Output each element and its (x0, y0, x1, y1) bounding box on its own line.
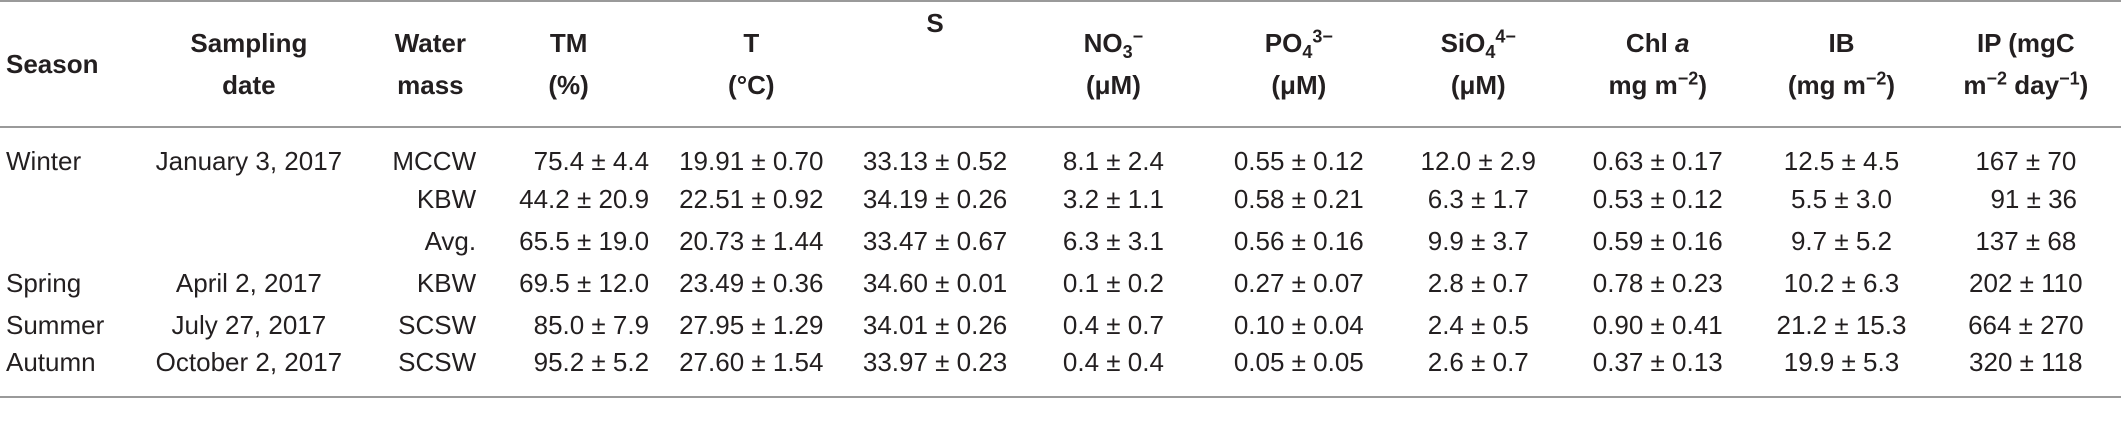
cell-chl: 0.63 ± 0.17 (1592, 146, 1723, 176)
header-season: Season (0, 0, 120, 128)
cell-chl: 0.37 ± 0.13 (1563, 346, 1753, 398)
cell-tm: 85.0 ± 7.9 (533, 309, 650, 340)
cell-season (0, 178, 119, 220)
cell-tm: 69.5 ± 12.0 (519, 267, 650, 298)
table-row: Avg. 65.5 ± 19.0 20.73 ± 1.44 33.47 ± 0.… (0, 220, 2121, 262)
cell-ib: 19.9 ± 5.3 (1752, 346, 1931, 398)
cell-ip: 91 ± 36 (1990, 183, 2077, 214)
header-salinity: S (847, 0, 1023, 128)
cell-t: 20.73 ± 1.44 (679, 225, 824, 256)
cell-chl: 0.78 ± 0.23 (1592, 267, 1723, 298)
table-row: Summer July 27, 2017 SCSW 85.0 ± 7.9 27.… (0, 304, 2121, 346)
cell-ip: 137 ± 68 (1975, 225, 2077, 256)
cell-date: October 2, 2017 (119, 346, 379, 398)
cell-s: 33.97 ± 0.23 (847, 346, 1023, 398)
cell-po4: 0.58 ± 0.21 (1233, 183, 1364, 214)
header-water-mass: Water mass (378, 0, 483, 128)
cell-s: 33.47 ± 0.67 (862, 225, 1008, 256)
cell-date (119, 220, 378, 262)
data-table: Season Sampling date Water mass TM (%) T (°C… (0, 0, 2121, 398)
table-header: Season Sampling date Water mass TM (%) T (°C… (0, 0, 2121, 128)
cell-s: 33.13 ± 0.52 (862, 146, 1008, 176)
cell-date: January 3, 2017 (155, 146, 343, 176)
cell-sio4: 2.8 ± 0.7 (1427, 267, 1529, 298)
cell-sio4: 9.9 ± 3.7 (1427, 225, 1529, 256)
header-tm: TM (%) (482, 0, 656, 128)
cell-ip: 320 ± 118 (1930, 346, 2121, 398)
cell-tm: 65.5 ± 19.0 (519, 225, 650, 256)
cell-ip: 202 ± 110 (1969, 267, 2083, 298)
table-row: Winter January 3, 2017 MCCW 75.4 ± 4.4 1… (0, 127, 2121, 178)
cell-ip: 167 ± 70 (1975, 146, 2077, 176)
cell-po4: 0.05 ± 0.05 (1204, 346, 1394, 398)
cell-sio4: 2.4 ± 0.5 (1427, 309, 1529, 340)
cell-season (0, 220, 119, 262)
cell-water-mass: MCCW (392, 146, 477, 176)
cell-sio4: 2.6 ± 0.7 (1393, 346, 1564, 398)
cell-t: 22.51 ± 0.92 (679, 183, 824, 214)
cell-season: Winter (6, 146, 82, 176)
cell-po4: 0.27 ± 0.07 (1233, 267, 1364, 298)
cell-chl: 0.90 ± 0.41 (1592, 309, 1723, 340)
cell-sio4: 12.0 ± 2.9 (1420, 146, 1536, 176)
cell-po4: 0.55 ± 0.12 (1233, 146, 1364, 176)
cell-ib: 21.2 ± 15.3 (1776, 309, 1907, 340)
cell-po4: 0.10 ± 0.04 (1233, 309, 1364, 340)
header-temperature: T (°C) (655, 0, 848, 128)
header-ib: IB (mg m−2) (1752, 0, 1931, 128)
cell-season: Autumn (0, 346, 120, 398)
cell-water-mass: KBW (416, 267, 477, 298)
cell-water-mass: Avg. (424, 225, 477, 256)
cell-t: 27.95 ± 1.29 (679, 309, 824, 340)
cell-tm: 75.4 ± 4.4 (533, 146, 650, 176)
cell-chl: 0.53 ± 0.12 (1592, 183, 1723, 214)
cell-water-mass: SCSW (398, 309, 477, 340)
header-silicate: SiO44− (μM) (1393, 0, 1564, 128)
cell-t: 23.49 ± 0.36 (679, 267, 824, 298)
cell-s: 34.60 ± 0.01 (862, 267, 1008, 298)
cell-season: Summer (6, 309, 105, 340)
cell-t: 27.60 ± 1.54 (655, 346, 848, 398)
table-row: Autumn October 2, 2017 SCSW 95.2 ± 5.2 2… (0, 346, 2121, 398)
cell-ib: 10.2 ± 6.3 (1783, 267, 1900, 298)
cell-ib: 12.5 ± 4.5 (1783, 146, 1900, 176)
header-nitrate: NO3− (μM) (1022, 0, 1205, 128)
cell-no3: 0.4 ± 0.4 (1022, 346, 1205, 398)
cell-t: 19.91 ± 0.70 (679, 146, 824, 176)
cell-no3: 6.3 ± 3.1 (1062, 225, 1164, 256)
cell-sio4: 6.3 ± 1.7 (1427, 183, 1529, 214)
cell-chl: 0.59 ± 0.16 (1592, 225, 1723, 256)
cell-ib: 5.5 ± 3.0 (1790, 183, 1892, 214)
cell-tm: 95.2 ± 5.2 (482, 346, 656, 398)
header-ip: IP (mgC m−2 day−1) (1930, 0, 2121, 128)
table-body: Winter January 3, 2017 MCCW 75.4 ± 4.4 1… (0, 127, 2121, 398)
cell-date: July 27, 2017 (171, 309, 327, 340)
cell-date: April 2, 2017 (175, 267, 322, 298)
cell-no3: 0.4 ± 0.7 (1062, 309, 1164, 340)
header-sampling-date: Sampling date (119, 0, 379, 128)
table-row: KBW 44.2 ± 20.9 22.51 ± 0.92 34.19 ± 0.2… (0, 178, 2121, 220)
cell-s: 34.01 ± 0.26 (862, 309, 1008, 340)
cell-s: 34.19 ± 0.26 (862, 183, 1008, 214)
table-row: Spring April 2, 2017 KBW 69.5 ± 12.0 23.… (0, 262, 2121, 304)
cell-no3: 8.1 ± 2.4 (1062, 146, 1164, 176)
cell-no3: 0.1 ± 0.2 (1062, 267, 1164, 298)
header-phosphate: PO43− (μM) (1204, 0, 1394, 128)
cell-tm: 44.2 ± 20.9 (519, 183, 650, 214)
cell-ip: 664 ± 270 (1968, 309, 2084, 340)
header-row: Season Sampling date Water mass TM (%) T (°C… (0, 0, 2121, 128)
cell-po4: 0.56 ± 0.16 (1233, 225, 1364, 256)
cell-water-mass: KBW (416, 183, 477, 214)
cell-date (119, 178, 378, 220)
cell-water-mass: SCSW (378, 346, 483, 398)
header-chl-a: Chl a mg m−2) (1563, 0, 1753, 128)
cell-no3: 3.2 ± 1.1 (1062, 183, 1164, 214)
cell-season: Spring (6, 267, 82, 298)
cell-ib: 9.7 ± 5.2 (1790, 225, 1892, 256)
